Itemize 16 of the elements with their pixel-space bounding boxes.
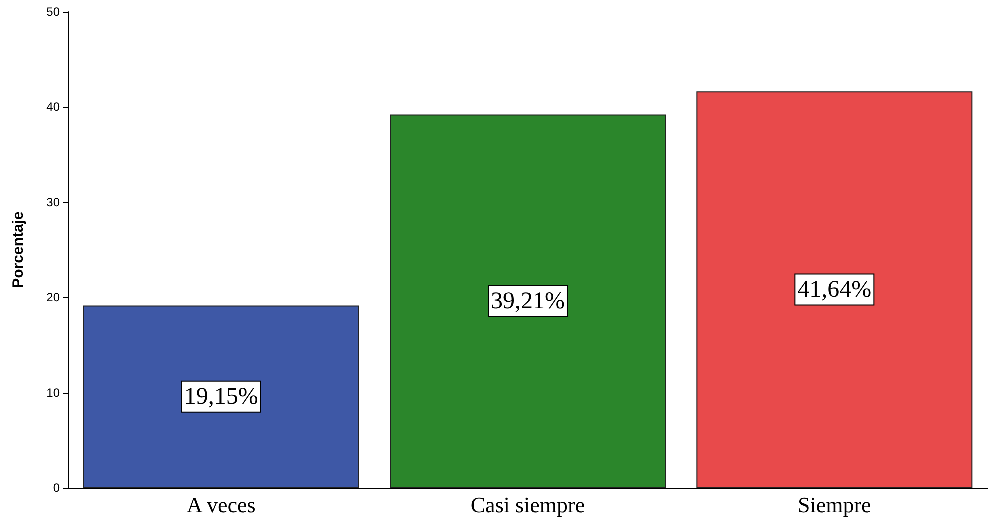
y-tick-label: 40 bbox=[46, 100, 60, 114]
x-tick-label: A veces bbox=[186, 492, 256, 518]
y-tick-label: 0 bbox=[53, 481, 60, 495]
y-axis-title: Porcentaje bbox=[10, 212, 27, 288]
bar bbox=[696, 92, 973, 488]
x-tick-label: Siempre bbox=[798, 492, 872, 518]
y-tick-label: 10 bbox=[46, 386, 60, 400]
y-tick-label: 20 bbox=[46, 290, 60, 305]
data-label: 19,15% bbox=[184, 384, 258, 410]
bar bbox=[390, 114, 666, 488]
y-tick-label: 50 bbox=[46, 5, 60, 19]
y-tick-label: 30 bbox=[46, 195, 60, 210]
bar bbox=[83, 306, 360, 488]
data-label: 41,64% bbox=[798, 276, 872, 303]
x-tick-label: Casi siempre bbox=[470, 492, 586, 518]
data-label: 39,21% bbox=[491, 288, 565, 314]
